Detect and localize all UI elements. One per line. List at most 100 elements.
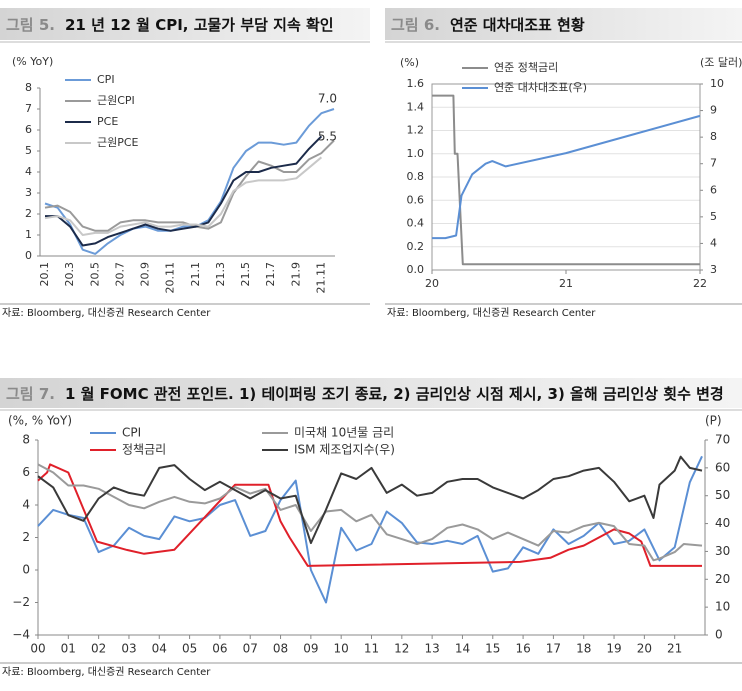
x-tick-label: 20.5	[88, 262, 101, 287]
legend-label: 근원PCE	[97, 136, 139, 149]
figure-label: 그림 5.	[6, 16, 55, 34]
legend-label: 연준 대차대조표(우)	[494, 81, 587, 94]
series-line	[37, 463, 702, 567]
series-line	[37, 455, 703, 545]
y-tick-label: 8	[22, 433, 30, 447]
y-tick-label: 4	[22, 498, 30, 512]
x-tick-label: 19	[606, 642, 621, 656]
y-tick-label: 2	[22, 530, 30, 544]
x-tick-label: 21	[559, 277, 573, 290]
y-tick-label: 6	[22, 465, 30, 479]
source: 자료: Bloomberg, 대신증권 Research Center	[2, 307, 211, 319]
figure-title: 1 월 FOMC 관전 포인트. 1) 테이퍼링 조기 종료, 2) 금리인상 …	[65, 385, 724, 403]
series-line	[44, 108, 335, 255]
x-tick-label: 04	[152, 642, 167, 656]
legend-label: 연준 정책금리	[494, 61, 558, 74]
x-tick-label: 09	[303, 642, 318, 656]
source: 자료: Bloomberg, 대신증권 Research Center	[387, 307, 596, 319]
legend-label: PCE	[97, 115, 118, 128]
header-bg	[0, 8, 370, 40]
y-tick-label: −4	[12, 628, 30, 642]
series-line	[37, 455, 703, 604]
y2-tick-label: 30	[715, 544, 730, 558]
header: 그림 6. 연준 대차대조표 현황	[391, 16, 585, 34]
x-tick-label: 02	[91, 642, 106, 656]
y2-tick-label: 3	[710, 263, 717, 276]
y2-tick-label: 70	[715, 433, 730, 447]
x-tick-label: 21	[667, 642, 682, 656]
y2-axis-label: (조 달러)	[700, 56, 742, 69]
x-tick-label: 20.1	[38, 262, 51, 287]
y-tick-label: 8	[25, 81, 32, 94]
x-tick-label: 17	[546, 642, 561, 656]
y2-tick-label: 6	[710, 183, 717, 196]
x-tick-label: 18	[576, 642, 591, 656]
x-tick-label: 03	[121, 642, 136, 656]
x-tick-label: 20	[425, 277, 439, 290]
x-tick-label: 14	[455, 642, 470, 656]
x-tick-label: 21.11	[314, 262, 327, 294]
series-line	[37, 463, 703, 562]
y2-tick-label: 40	[715, 516, 730, 530]
y2-tick-label: 20	[715, 572, 730, 586]
series-line	[432, 114, 701, 240]
y-axis-label: (%, % YoY)	[8, 414, 72, 428]
y-tick-label: 0	[22, 563, 30, 577]
x-tick-label: 21.5	[239, 262, 252, 287]
y-tick-label: 1.0	[407, 147, 425, 160]
y2-tick-label: 9	[710, 104, 717, 117]
x-tick-label: 10	[334, 642, 349, 656]
y-tick-label: 1.2	[407, 124, 425, 137]
x-tick-label: 11	[364, 642, 379, 656]
series-line	[45, 135, 323, 247]
x-tick-label: 20.7	[113, 262, 126, 287]
series-line	[432, 94, 700, 266]
y-tick-label: 0.6	[407, 193, 425, 206]
annotation: 5.5	[318, 130, 337, 144]
x-tick-label: 20.9	[139, 262, 152, 287]
x-tick-label: 21.7	[264, 262, 277, 287]
x-tick-label: 20.3	[63, 262, 76, 287]
y2-tick-label: 7	[710, 157, 717, 170]
x-tick-label: 15	[485, 642, 500, 656]
series-line	[44, 156, 323, 236]
figure-title: 연준 대차대조표 현황	[450, 16, 585, 34]
y-tick-label: 2	[25, 207, 32, 220]
y2-tick-label: 50	[715, 488, 730, 502]
x-tick-label: 21.3	[214, 262, 227, 287]
y-tick-label: −2	[12, 595, 30, 609]
y-tick-label: 1.4	[407, 100, 425, 113]
x-tick-label: 12	[394, 642, 409, 656]
y-tick-label: 0.2	[407, 240, 425, 253]
y-tick-label: 0.8	[407, 170, 425, 183]
x-tick-label: 20	[637, 642, 652, 656]
header: 그림 5. 21 년 12 월 CPI, 고물가 부담 지속 확인	[6, 16, 334, 34]
y2-tick-label: 0	[715, 628, 723, 642]
x-tick-label: 08	[273, 642, 288, 656]
series-line	[44, 139, 335, 232]
figure-label: 그림 6.	[391, 16, 440, 34]
x-tick-label: 00	[30, 642, 45, 656]
header-bg	[0, 378, 742, 408]
x-tick-label: 21.9	[289, 262, 302, 287]
y-tick-label: 1.6	[407, 77, 425, 90]
y-tick-label: 4	[25, 165, 32, 178]
x-tick-label: 20.11	[164, 262, 177, 294]
y2-tick-label: 5	[710, 210, 717, 223]
legend-label: 미국채 10년물 금리	[294, 426, 394, 440]
header: 그림 7. 1 월 FOMC 관전 포인트. 1) 테이퍼링 조기 종료, 2) …	[6, 385, 724, 403]
y2-tick-label: 8	[710, 130, 717, 143]
y-tick-label: 0.4	[407, 217, 425, 230]
legend-label: 근원CPI	[97, 94, 135, 107]
y-axis-label: (%)	[400, 56, 419, 69]
y-tick-label: 0	[25, 249, 32, 262]
x-tick-label: 05	[182, 642, 197, 656]
legend-label: CPI	[122, 426, 141, 440]
legend-label: ISM 제조업지수(우)	[294, 443, 395, 457]
y2-tick-label: 10	[715, 600, 730, 614]
y2-tick-label: 4	[710, 236, 717, 249]
y-tick-label: 0.0	[407, 263, 425, 276]
y-axis-label: (% YoY)	[12, 55, 53, 68]
y-tick-label: 7	[25, 102, 32, 115]
